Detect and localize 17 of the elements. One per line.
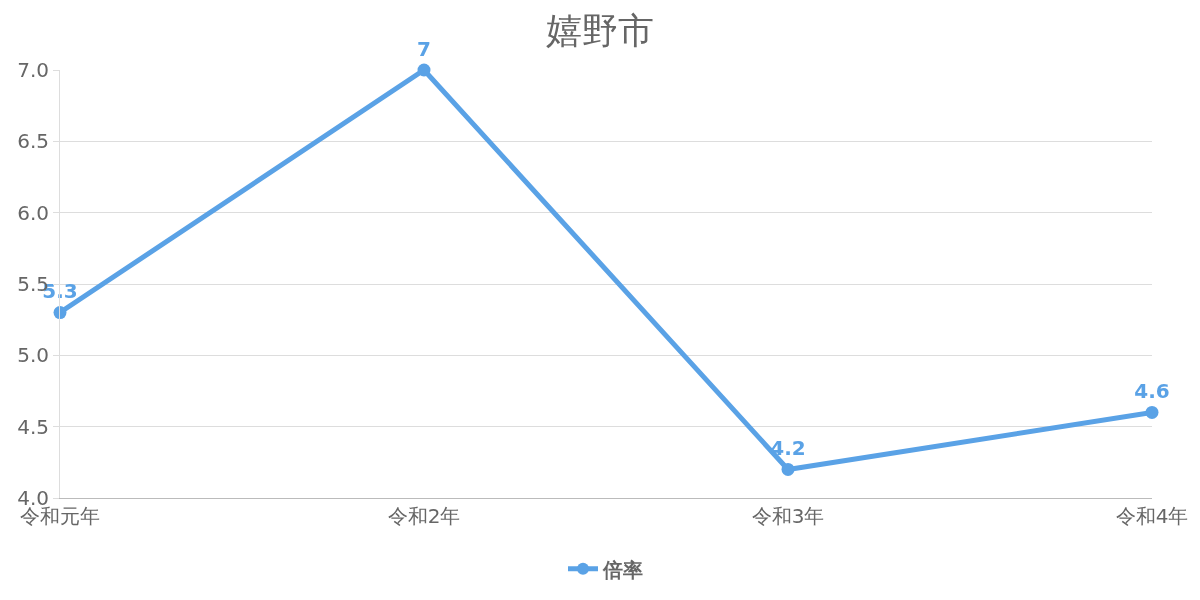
- y-tick-label: 4.5: [17, 414, 49, 439]
- legend-label: 倍率: [602, 557, 643, 582]
- x-tick-label: 令和4年: [1115, 504, 1189, 528]
- chart-title: 嬉野市: [546, 10, 654, 52]
- point: [417, 63, 431, 77]
- x-tick-label: 令和元年: [20, 504, 100, 528]
- y-tick-label: 6.5: [17, 129, 49, 154]
- x-tick-label: 令和3年: [751, 504, 825, 528]
- point: [781, 462, 795, 476]
- point: [53, 306, 67, 320]
- y-tick-label: 5.0: [17, 343, 49, 368]
- data-label: 7: [417, 36, 431, 61]
- x-tick-label: 令和2年: [387, 504, 461, 528]
- y-tick-label: 6.0: [17, 200, 49, 225]
- point: [1145, 405, 1159, 419]
- data-label: 4.6: [1134, 379, 1170, 404]
- y-tick-label: 7.0: [17, 58, 49, 82]
